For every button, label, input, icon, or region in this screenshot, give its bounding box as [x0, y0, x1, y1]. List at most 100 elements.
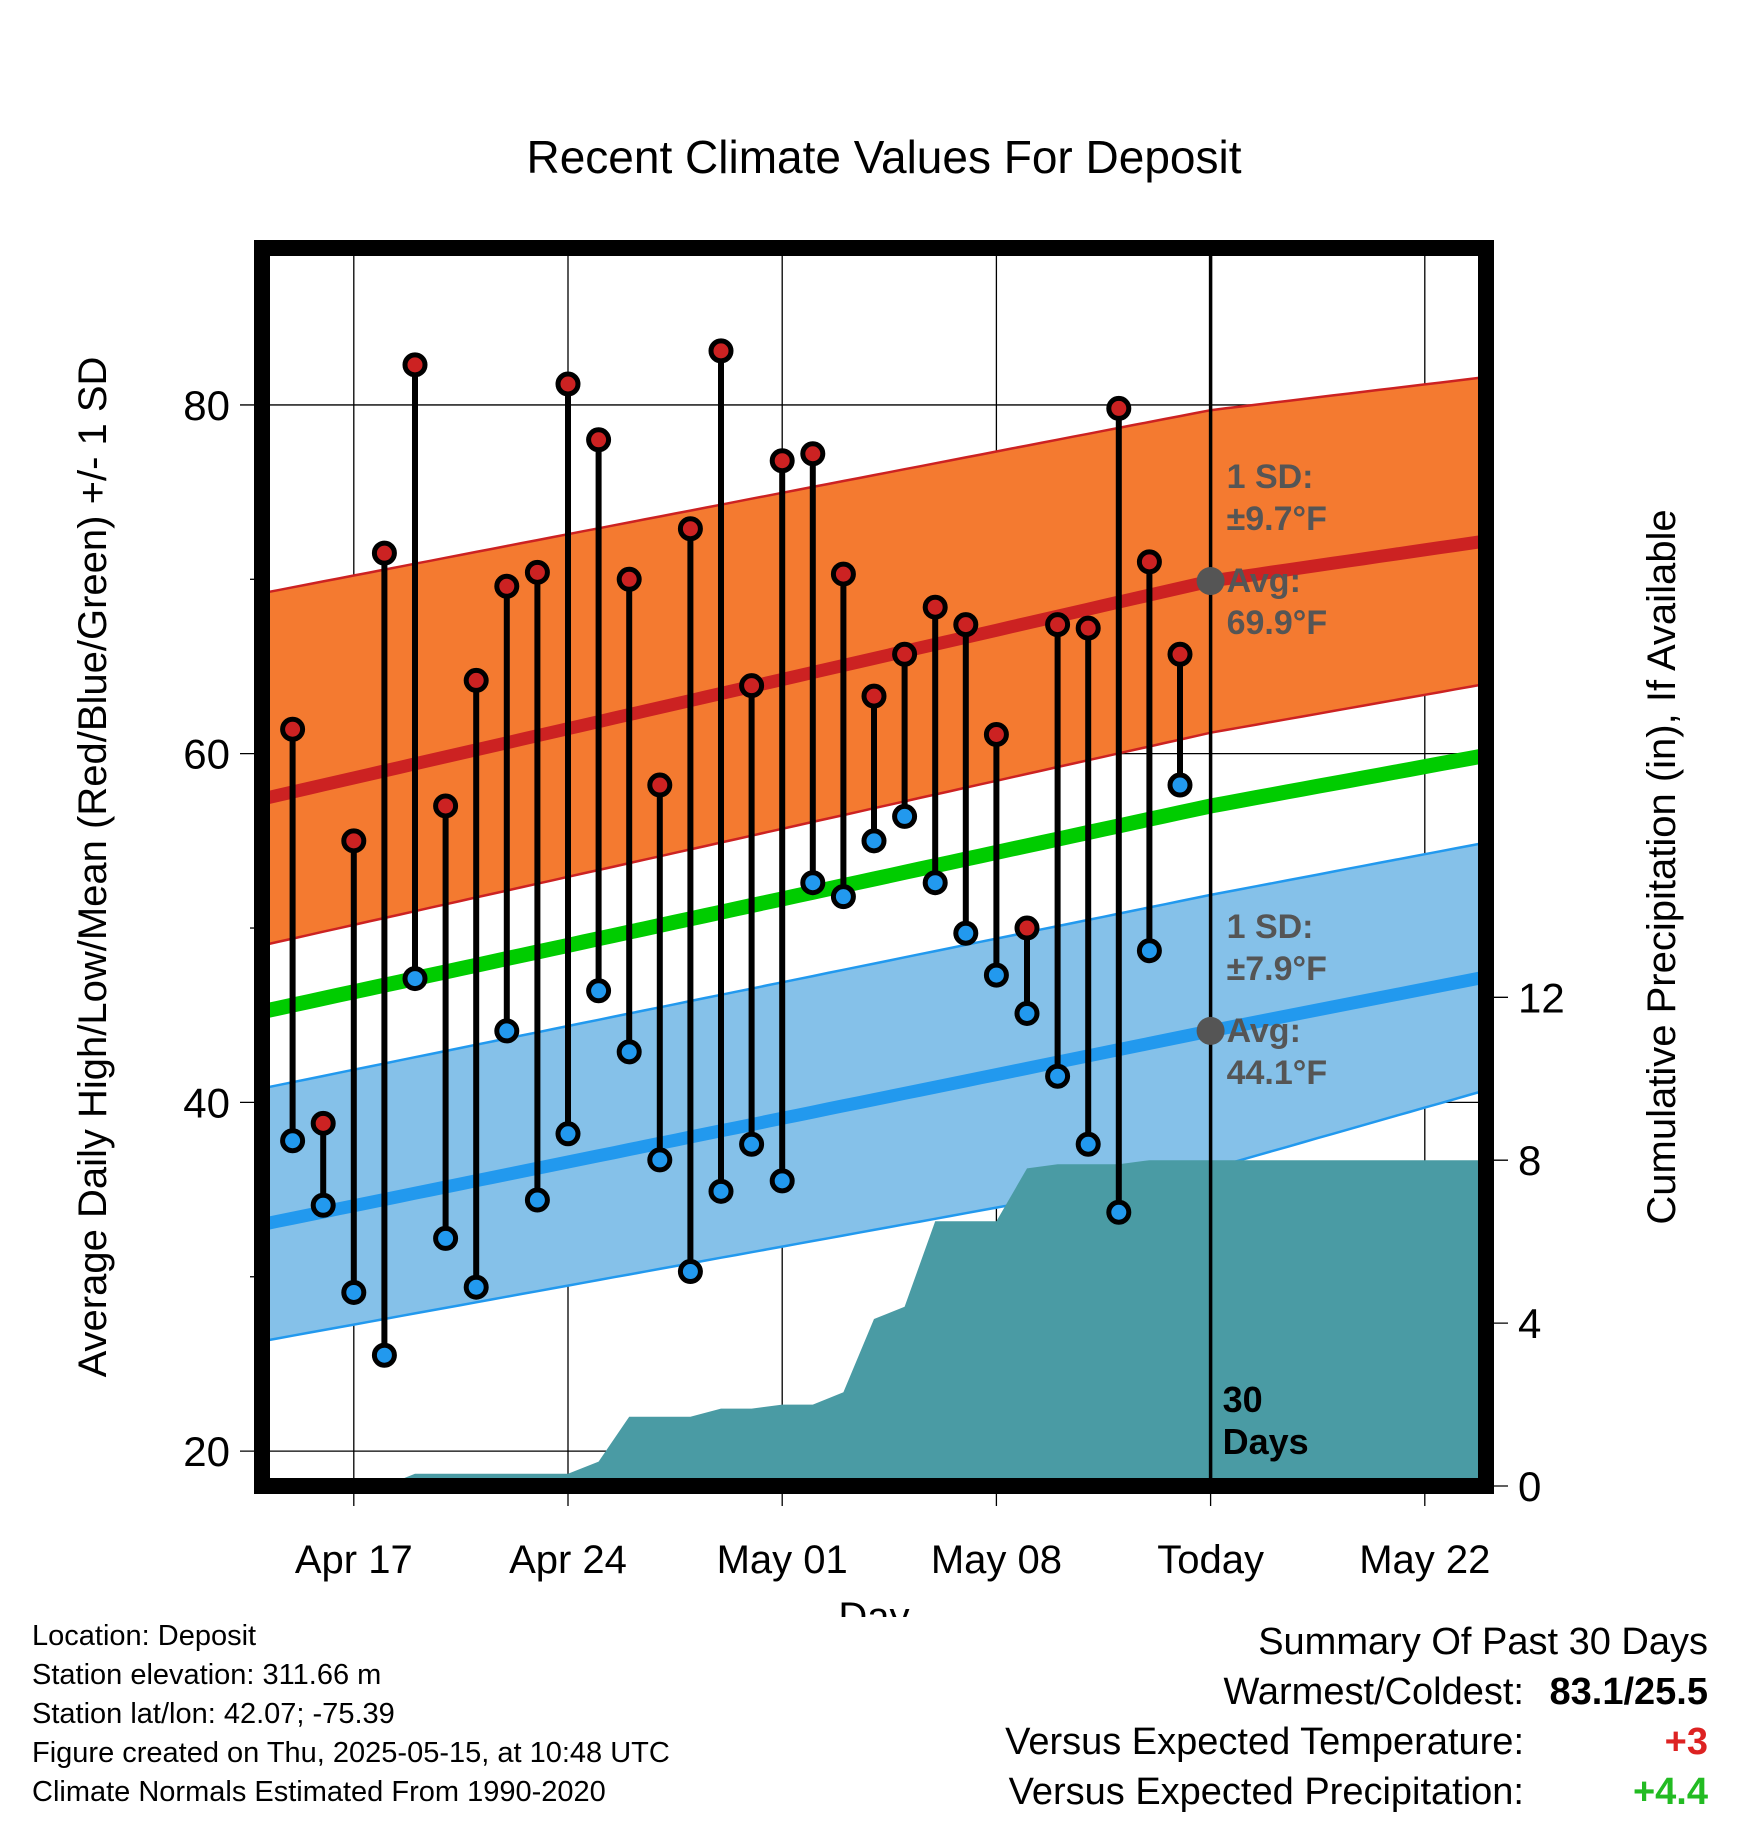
- location-text: Location: Deposit: [32, 1620, 257, 1652]
- high-point: [310, 1110, 336, 1136]
- low-point: [861, 828, 887, 854]
- climate-chart: Recent Climate Values For Deposit 1 SD: ±9…: [71, 131, 1684, 1617]
- low-point: [280, 1128, 306, 1154]
- x-tick-label: Apr 17: [295, 1538, 413, 1582]
- low-point: [1014, 1000, 1040, 1026]
- low-point: [983, 962, 1009, 988]
- y-axis-title: Average Daily High/Low/Mean (Red/Blue/Gr…: [71, 357, 115, 1378]
- summary-warm-cold: Warmest/Coldest: 83.1/25.5: [1005, 1667, 1708, 1717]
- x-tick-label: May 01: [717, 1538, 848, 1582]
- low-point: [1045, 1063, 1071, 1089]
- low-point: [310, 1192, 336, 1218]
- low-sd-band: [262, 842, 1486, 1342]
- high-point: [739, 673, 765, 699]
- high-point: [922, 594, 948, 620]
- high-sd-value: ±9.7°F: [1227, 500, 1327, 538]
- x-tick-label: May 08: [931, 1538, 1062, 1582]
- low-point: [371, 1342, 397, 1368]
- low-avg-label: Avg:: [1227, 1012, 1301, 1050]
- today-high-avg-marker: [1196, 567, 1225, 596]
- high-point: [769, 448, 795, 474]
- high-point: [280, 716, 306, 742]
- low-avg-value: 44.1°F: [1227, 1054, 1328, 1092]
- y-tick-label: 20: [183, 1428, 230, 1475]
- low-point: [953, 920, 979, 946]
- elevation-text: Station elevation: 311.66 m: [32, 1659, 382, 1691]
- y2-axis-title: Cumulative Precipitation (in), If Availa…: [1640, 509, 1684, 1224]
- y2-tick-label: 8: [1518, 1137, 1541, 1184]
- high-point: [371, 540, 397, 566]
- station-info: Location: Deposit Station elevation: 311…: [32, 1617, 670, 1812]
- high-point: [341, 828, 367, 854]
- warm-cold-value: 83.1/25.5: [1549, 1671, 1708, 1713]
- low-band-lower: [262, 1088, 1486, 1343]
- high-point: [647, 772, 673, 798]
- latlon-text: Station lat/lon: 42.07; -75.39: [32, 1698, 395, 1730]
- high-normal-line: [262, 534, 1486, 806]
- high-band-upper: [262, 375, 1486, 595]
- low-point: [586, 978, 612, 1004]
- low-point: [1167, 772, 1193, 798]
- precip-label: Versus Expected Precipitation:: [1008, 1771, 1524, 1813]
- low-point: [892, 803, 918, 829]
- high-point: [1136, 549, 1162, 575]
- high-point: [1167, 641, 1193, 667]
- low-point: [433, 1225, 459, 1251]
- high-point: [1075, 615, 1101, 641]
- low-point: [739, 1131, 765, 1157]
- warm-cold-label: Warmest/Coldest:: [1223, 1671, 1524, 1713]
- high-point: [800, 441, 826, 467]
- y2-tick-label: 0: [1518, 1463, 1541, 1510]
- y-tick-label: 60: [183, 731, 230, 778]
- precip-value: +4.4: [1632, 1771, 1708, 1813]
- high-point: [708, 338, 734, 364]
- low-point: [647, 1147, 673, 1173]
- high-avg-label: Avg:: [1227, 562, 1301, 600]
- high-point: [616, 566, 642, 592]
- x-tick-label: May 22: [1359, 1538, 1490, 1582]
- y-tick-label: 40: [183, 1079, 230, 1126]
- high-point: [402, 352, 428, 378]
- y2-tick-label: 4: [1518, 1300, 1541, 1347]
- summary-panel: Summary Of Past 30 Days Warmest/Coldest:…: [1005, 1617, 1708, 1817]
- precipitation-area: [353, 1160, 1486, 1486]
- mean-normal-line: [262, 748, 1486, 1020]
- low-point: [922, 870, 948, 896]
- low-point: [830, 884, 856, 910]
- high-point: [983, 721, 1009, 747]
- low-point: [769, 1168, 795, 1194]
- plot-frame: [254, 240, 1494, 1494]
- low-point: [677, 1259, 703, 1285]
- y-tick-label: 80: [183, 382, 230, 429]
- low-point: [1136, 938, 1162, 964]
- today-low-avg-marker: [1196, 1016, 1225, 1045]
- high-point: [1045, 612, 1071, 638]
- x-tick-label: Today: [1157, 1538, 1264, 1582]
- summary-temp: Versus Expected Temperature: +3: [1005, 1717, 1708, 1767]
- high-point: [861, 683, 887, 709]
- high-point: [463, 667, 489, 693]
- high-point: [433, 793, 459, 819]
- x-axis-title: Day: [838, 1595, 909, 1617]
- high-sd-label: 1 SD:: [1227, 458, 1314, 496]
- normals-text: Climate Normals Estimated From 1990-2020: [32, 1776, 606, 1808]
- x-tick-label: Apr 24: [509, 1538, 627, 1582]
- high-avg-value: 69.9°F: [1227, 604, 1328, 642]
- low-point: [463, 1274, 489, 1300]
- high-point: [524, 559, 550, 585]
- high-point: [586, 427, 612, 453]
- created-text: Figure created on Thu, 2025-05-15, at 10…: [32, 1737, 670, 1769]
- low-point: [1075, 1131, 1101, 1157]
- high-point: [1106, 395, 1132, 421]
- y2-tick-label: 12: [1518, 974, 1565, 1021]
- low-point: [341, 1279, 367, 1305]
- low-point: [616, 1039, 642, 1065]
- summary-heading: Summary Of Past 30 Days: [1258, 1621, 1708, 1663]
- high-point: [953, 612, 979, 638]
- high-point: [830, 561, 856, 587]
- low-point: [1106, 1199, 1132, 1225]
- low-point: [524, 1187, 550, 1213]
- low-point: [708, 1178, 734, 1204]
- temp-value: +3: [1664, 1721, 1708, 1763]
- low-normal-line: [262, 970, 1486, 1231]
